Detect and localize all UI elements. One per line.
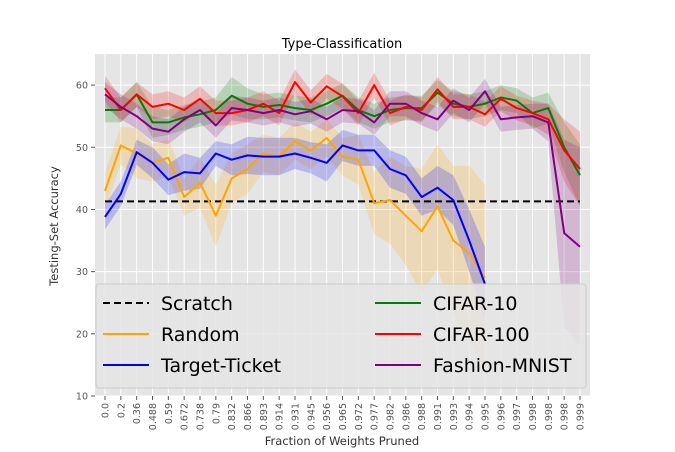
x-tick-label: 0.59 [164,403,175,424]
x-tick-label: 0.36 [132,403,143,424]
x-tick-label: 0.672 [180,403,191,430]
y-tick-label: 40 [76,205,88,216]
chart-title: Type-Classification [281,37,403,52]
x-tick-label: 0.956 [322,403,333,430]
x-tick-label: 0.965 [338,403,349,430]
y-axis-ticks: 10 20 30 40 50 60 [76,81,95,403]
x-tick-label: 0.2 [116,403,127,418]
x-tick-label: 0.832 [227,403,238,430]
legend-label-cifar-100: CIFAR-100 [433,324,530,346]
x-tick-label: 0.977 [370,403,381,430]
x-tick-label: 0.988 [417,403,428,430]
y-tick-label: 60 [76,81,88,92]
x-axis-label: Fraction of Weights Pruned [265,434,419,448]
x-axis-ticks: 0.0 0.2 0.36 0.488 0.59 0.672 0.738 0.79 0.832 0.… [101,396,587,430]
legend-label-scratch: Scratch [161,293,233,315]
x-tick-label: 0.994 [465,403,476,430]
x-tick-label: 0.986 [401,403,412,430]
x-tick-label: 0.993 [449,403,460,430]
x-tick-label: 0.991 [433,403,444,430]
y-tick-label: 50 [76,143,88,154]
x-tick-label: 0.945 [306,403,317,430]
target-ticket-band [105,129,485,322]
x-tick-label: 0.738 [196,403,207,430]
series-lines [104,81,581,285]
x-tick-label: 0.914 [275,403,286,430]
y-tick-label: 30 [76,267,88,278]
x-tick-label: 0.996 [496,403,507,430]
fashion-mnist-band [105,78,580,347]
cifar-10-band [105,77,580,207]
x-tick-label: 0.999 [576,403,587,430]
y-tick-label: 10 [76,392,88,403]
legend: Scratch Random Target-Ticket CIFAR-10 CIFAR-… [95,283,587,389]
x-tick-label: 0.893 [259,403,270,430]
x-tick-label: 0.998 [528,403,539,430]
x-tick-label: 0.488 [148,403,159,430]
x-tick-label: 0.0 [101,403,112,418]
target-ticket-line [104,144,486,285]
legend-label-cifar-10: CIFAR-10 [433,293,518,315]
fashion-mnist-line [104,90,581,248]
legend-label-fashion-mnist: Fashion-MNIST [433,355,572,377]
y-tick-label: 20 [76,329,88,340]
x-tick-label: 0.998 [544,403,555,430]
x-tick-label: 0.79 [211,403,222,424]
random-line [104,136,486,279]
cifar-100-line [104,81,581,170]
x-tick-label: 0.866 [243,403,254,430]
x-tick-label: 0.982 [386,403,397,430]
x-tick-label: 0.931 [291,403,302,430]
x-tick-label: 0.995 [481,403,492,430]
legend-box [95,283,587,389]
x-tick-label: 0.997 [512,403,523,430]
legend-label-random: Random [161,324,240,346]
y-axis-label: Testing-Set Accuracy [47,166,61,287]
x-tick-label: 0.972 [354,403,365,430]
x-tick-label: 0.998 [560,403,571,430]
legend-label-target-ticket: Target-Ticket [160,355,281,377]
